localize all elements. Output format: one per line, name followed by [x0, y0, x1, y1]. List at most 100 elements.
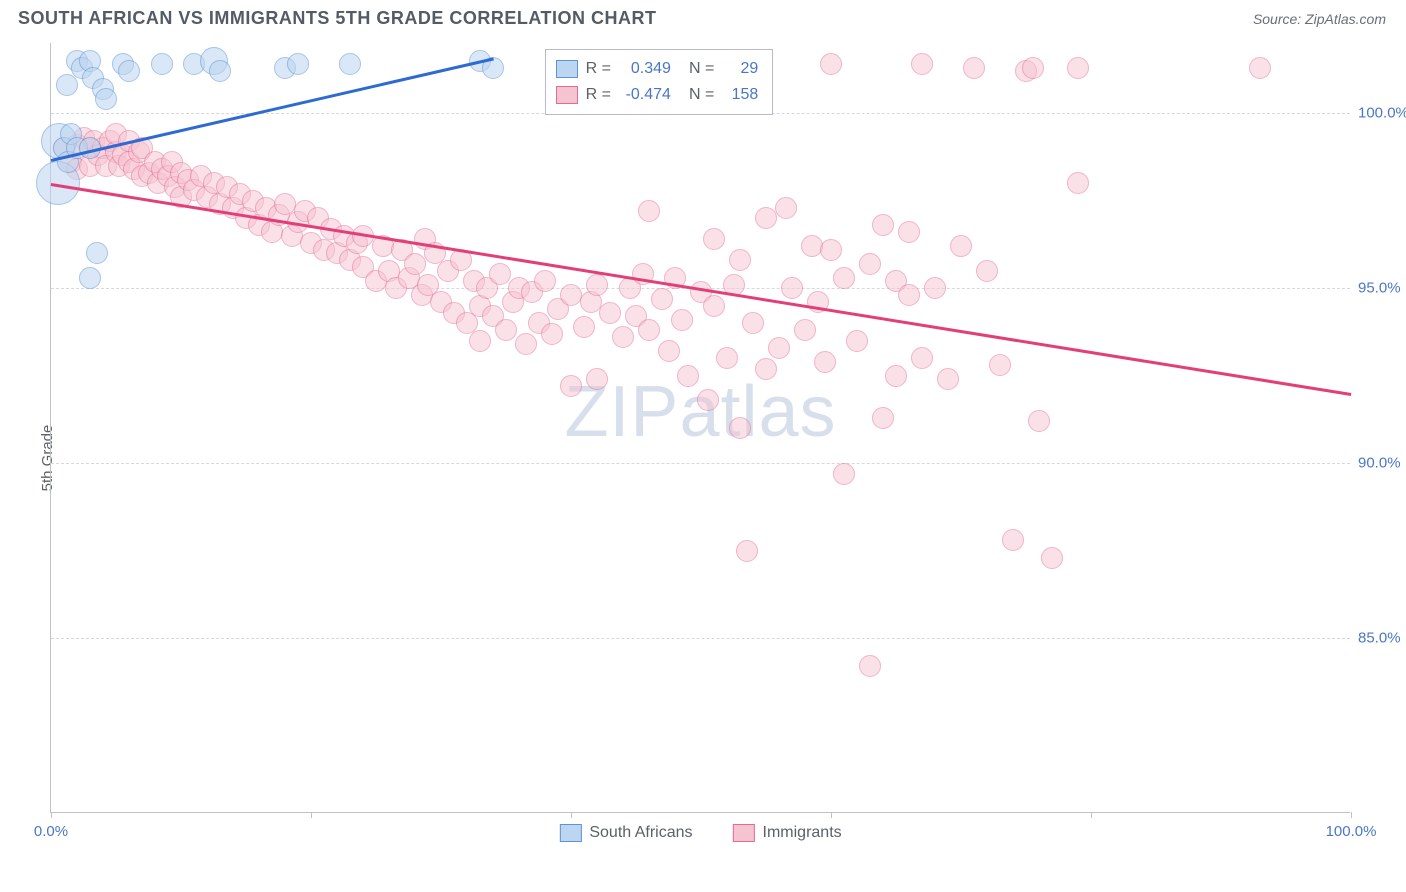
data-point — [56, 74, 78, 96]
gridline-h — [51, 463, 1350, 464]
legend-row: R =0.349N =29 — [556, 56, 759, 82]
data-point — [729, 249, 751, 271]
data-point — [885, 365, 907, 387]
data-point — [209, 60, 231, 82]
legend-swatch — [556, 60, 578, 78]
data-point — [781, 277, 803, 299]
x-tick — [831, 812, 832, 818]
data-point — [86, 242, 108, 264]
data-point — [515, 333, 537, 355]
plot-area: ZIPatlas 85.0%90.0%95.0%100.0%0.0%100.0%… — [50, 43, 1350, 813]
data-point — [651, 288, 673, 310]
data-point — [820, 53, 842, 75]
data-point — [859, 655, 881, 677]
legend-n-label: N = — [689, 86, 714, 104]
data-point — [872, 214, 894, 236]
data-point — [775, 197, 797, 219]
data-point — [872, 407, 894, 429]
y-tick-label: 90.0% — [1358, 455, 1406, 472]
legend-r-label: R = — [586, 60, 611, 78]
data-point — [638, 200, 660, 222]
data-point — [671, 309, 693, 331]
legend-label: South Africans — [589, 824, 692, 842]
data-point — [1067, 57, 1089, 79]
data-point — [846, 330, 868, 352]
data-point — [755, 358, 777, 380]
data-point — [573, 316, 595, 338]
data-point — [794, 319, 816, 341]
data-point — [924, 277, 946, 299]
legend-r-value: 0.349 — [619, 60, 671, 78]
data-point — [814, 351, 836, 373]
data-point — [833, 267, 855, 289]
data-point — [976, 260, 998, 282]
legend-swatch — [556, 86, 578, 104]
x-tick — [1091, 812, 1092, 818]
data-point — [677, 365, 699, 387]
correlation-legend: R =0.349N =29R =-0.474N =158 — [545, 49, 774, 115]
data-point — [1067, 172, 1089, 194]
data-point — [404, 253, 426, 275]
y-tick-label: 85.0% — [1358, 630, 1406, 647]
data-point — [950, 235, 972, 257]
data-point — [1002, 529, 1024, 551]
data-point — [911, 53, 933, 75]
data-point — [560, 375, 582, 397]
data-point — [495, 319, 517, 341]
legend-swatch — [559, 824, 581, 842]
data-point — [534, 270, 556, 292]
source-text: Source: ZipAtlas.com — [1253, 11, 1386, 27]
data-point — [151, 53, 173, 75]
legend-label: Immigrants — [763, 824, 842, 842]
legend-swatch — [733, 824, 755, 842]
legend-item: Immigrants — [733, 824, 842, 842]
data-point — [898, 221, 920, 243]
series-legend: South Africans Immigrants — [559, 824, 841, 842]
data-point — [703, 295, 725, 317]
data-point — [801, 235, 823, 257]
data-point — [820, 239, 842, 261]
data-point — [469, 330, 491, 352]
data-point — [729, 417, 751, 439]
data-point — [989, 354, 1011, 376]
data-point — [1041, 547, 1063, 569]
data-point — [638, 319, 660, 341]
legend-n-value: 158 — [722, 86, 758, 104]
data-point — [1022, 57, 1044, 79]
x-tick — [311, 812, 312, 818]
data-point — [658, 340, 680, 362]
data-point — [612, 326, 634, 348]
legend-n-label: N = — [689, 60, 714, 78]
data-point — [1249, 57, 1271, 79]
x-tick — [51, 812, 52, 818]
x-tick-label: 0.0% — [34, 823, 68, 840]
data-point — [898, 284, 920, 306]
trend-line — [51, 183, 1351, 395]
data-point — [768, 337, 790, 359]
legend-r-value: -0.474 — [619, 86, 671, 104]
y-tick-label: 95.0% — [1358, 280, 1406, 297]
data-point — [716, 347, 738, 369]
x-tick-label: 100.0% — [1326, 823, 1377, 840]
x-tick — [1351, 812, 1352, 818]
data-point — [703, 228, 725, 250]
data-point — [586, 274, 608, 296]
data-point — [911, 347, 933, 369]
data-point — [755, 207, 777, 229]
legend-row: R =-0.474N =158 — [556, 82, 759, 108]
y-tick-label: 100.0% — [1358, 105, 1406, 122]
data-point — [937, 368, 959, 390]
data-point — [859, 253, 881, 275]
data-point — [599, 302, 621, 324]
data-point — [118, 60, 140, 82]
data-point — [1028, 410, 1050, 432]
data-point — [697, 389, 719, 411]
chart-container: 5th Grade ZIPatlas 85.0%90.0%95.0%100.0%… — [0, 33, 1406, 883]
data-point — [963, 57, 985, 79]
data-point — [79, 267, 101, 289]
data-point — [541, 323, 563, 345]
data-point — [833, 463, 855, 485]
data-point — [339, 53, 361, 75]
data-point — [95, 88, 117, 110]
data-point — [586, 368, 608, 390]
